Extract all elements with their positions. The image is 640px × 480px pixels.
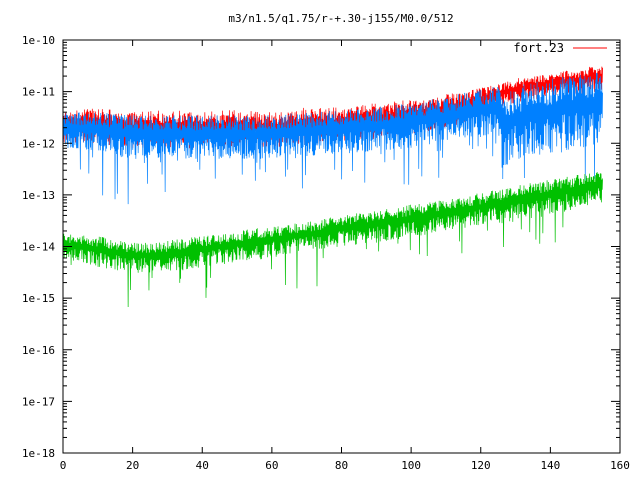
y-tick-label: 1e-18 [22, 447, 55, 460]
plot-frame [62, 39, 621, 454]
y-tick-label: 1e-12 [22, 137, 55, 150]
legend-label: fort.23 [513, 41, 564, 55]
x-tick-label: 160 [610, 459, 630, 472]
y-tick-label: 1e-16 [22, 344, 55, 357]
y-tick-label: 1e-11 [22, 86, 55, 99]
y-tick-label: 1e-17 [22, 395, 55, 408]
x-tick-label: 40 [196, 459, 209, 472]
x-tick-label: 120 [471, 459, 491, 472]
ticks-layer [62, 39, 621, 454]
x-tick-label: 80 [335, 459, 348, 472]
tick-labels-layer: 0 20 40 60 80 100 120 140 160 1e-18 1e-17 1e-16 1e-1… [22, 34, 630, 472]
x-tick-label: 60 [265, 459, 278, 472]
series-line-2 [62, 172, 603, 307]
y-tick-label: 1e-14 [22, 241, 55, 254]
x-tick-label: 0 [60, 459, 67, 472]
series-layer [62, 66, 603, 307]
x-tick-label: 140 [540, 459, 560, 472]
chart-title: m3/n1.5/q1.75/r-+.30-j155/M0.0/512 [228, 12, 453, 25]
y-tick-label: 1e-10 [22, 34, 55, 47]
x-tick-label: 100 [401, 459, 421, 472]
x-tick-label: 20 [126, 459, 139, 472]
y-tick-label: 1e-13 [22, 189, 55, 202]
legend: fort.23 [513, 41, 607, 55]
y-tick-label: 1e-15 [22, 292, 55, 305]
series-line-1 [62, 72, 603, 205]
